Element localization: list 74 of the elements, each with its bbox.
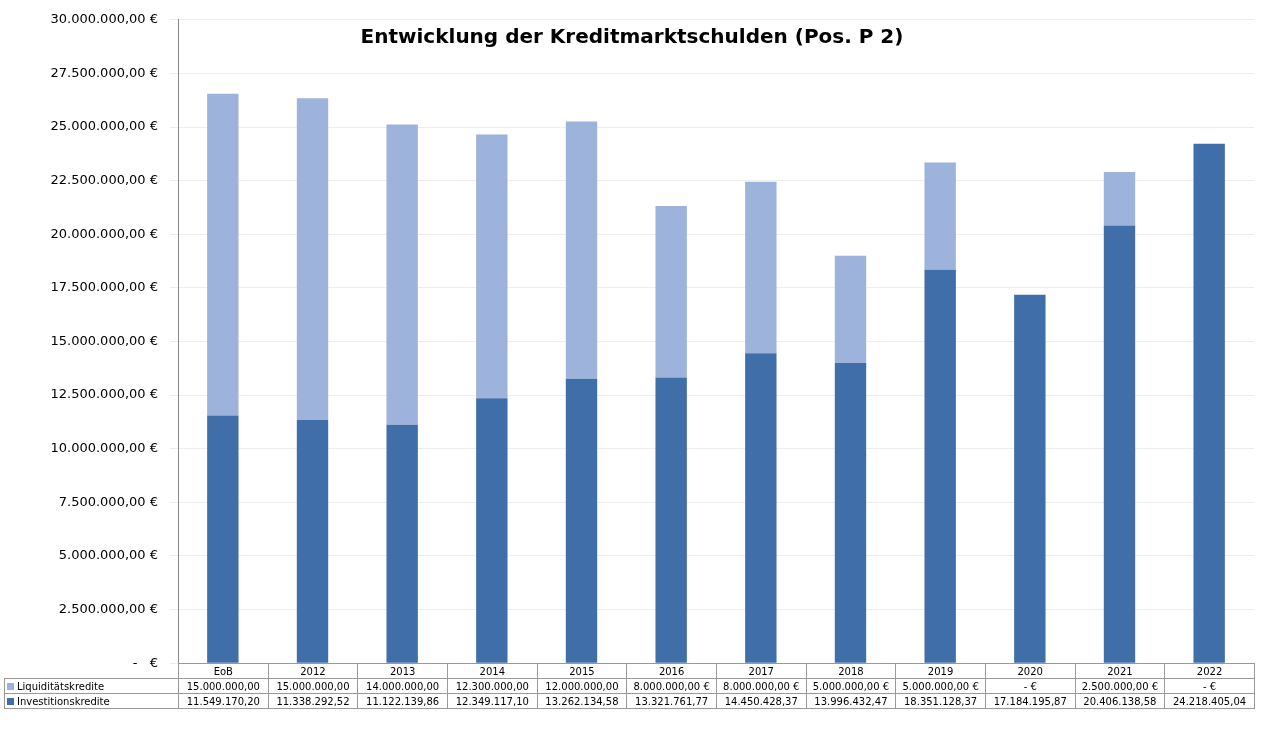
data-label: 2.500.000,00 €: [1075, 678, 1165, 694]
bar: [1103, 171, 1136, 226]
y-tick-label: 10.000.000,00 €: [50, 440, 158, 456]
legend-label: Investitionskredite: [4, 693, 179, 709]
y-tick-label: 15.000.000,00 €: [50, 332, 158, 348]
bar: [834, 363, 867, 663]
y-tick-label: 22.500.000,00 €: [50, 172, 158, 188]
bar: [296, 98, 329, 421]
y-tick-label: 5.000.000,00 €: [58, 547, 158, 563]
y-tick-label: 12.500.000,00 €: [50, 386, 158, 402]
y-tick-label: 20.000.000,00 €: [50, 225, 158, 241]
data-label: 13.321.761,77: [626, 693, 717, 709]
x-tick-label: 2021: [1075, 663, 1165, 679]
data-label: - €: [985, 678, 1076, 694]
bar: [565, 378, 598, 663]
bar: [476, 134, 508, 399]
x-tick-label: 2012: [268, 663, 358, 679]
data-label: 11.122.139,86: [357, 693, 448, 709]
data-label: 20.406.138,58: [1075, 693, 1165, 709]
x-tick-label: 2018: [806, 663, 896, 679]
bar: [1193, 143, 1225, 663]
data-label: 18.351.128,37: [895, 693, 986, 709]
data-label: 8.000.000,00 €: [626, 678, 717, 694]
data-label: 11.338.292,52: [268, 693, 358, 709]
bar: [565, 121, 598, 379]
data-label: 5.000.000,00 €: [895, 678, 986, 694]
data-label: 5.000.000,00 €: [806, 678, 896, 694]
x-tick-label: 2019: [895, 663, 986, 679]
legend-label: Liquiditätskredite: [4, 678, 179, 694]
chart-title: Entwicklung der Kreditmarktschulden (Pos. P 2): [360, 24, 904, 48]
bar: [386, 124, 418, 425]
bar: [745, 353, 777, 663]
data-label: 15.000.000,00: [178, 678, 269, 694]
x-tick-label: 2014: [447, 663, 538, 679]
bar: [1103, 225, 1136, 663]
bar: [924, 269, 956, 663]
bar: [1014, 294, 1046, 663]
data-label: 8.000.000,00 €: [716, 678, 807, 694]
x-tick-label: 2015: [537, 663, 627, 679]
bar: [834, 255, 867, 364]
bar: [476, 398, 508, 663]
y-tick-label: 7.500.000,00 €: [58, 493, 158, 509]
x-tick-label: EoB: [178, 663, 269, 679]
y-tick-label: 27.500.000,00 €: [50, 64, 158, 80]
y-tick-label: 25.000.000,00 €: [50, 118, 158, 134]
data-label: 11.549.170,20: [178, 693, 269, 709]
data-label: 14.000.000,00: [357, 678, 448, 694]
data-label: 14.450.428,37: [716, 693, 807, 709]
bar: [924, 162, 956, 270]
x-tick-label: 2017: [716, 663, 807, 679]
x-tick-label: 2013: [357, 663, 448, 679]
y-tick-label: - €: [132, 654, 158, 670]
bar: [655, 377, 687, 663]
data-label: 24.218.405,04: [1164, 693, 1255, 709]
x-tick-label: 2016: [626, 663, 717, 679]
bar: [745, 181, 777, 354]
data-label: 15.000.000,00: [268, 678, 358, 694]
bar: [207, 93, 239, 416]
data-label: 12.300.000,00: [447, 678, 538, 694]
bar: [296, 420, 329, 663]
bar: [386, 424, 418, 663]
y-tick-label: 30.000.000,00 €: [50, 11, 158, 27]
data-label: 12.349.117,10: [447, 693, 538, 709]
bar: [655, 205, 687, 378]
x-tick-label: 2022: [1164, 663, 1255, 679]
data-label: 12.000.000,00: [537, 678, 627, 694]
x-tick-label: 2020: [985, 663, 1076, 679]
data-label: - €: [1164, 678, 1255, 694]
data-label: 13.262.134,58: [537, 693, 627, 709]
data-label: 17.184.195,87: [985, 693, 1076, 709]
y-tick-label: 17.500.000,00 €: [50, 279, 158, 295]
data-label: 13.996.432,47: [806, 693, 896, 709]
bar: [207, 415, 239, 663]
y-tick-label: 2.500.000,00 €: [58, 600, 158, 616]
